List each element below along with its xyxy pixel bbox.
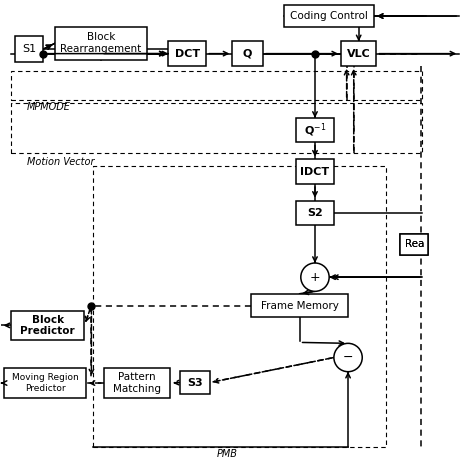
- Bar: [104, 368, 170, 398]
- Bar: [296, 201, 334, 225]
- Circle shape: [334, 343, 362, 372]
- Text: +: +: [310, 271, 320, 283]
- Text: Rea: Rea: [404, 239, 424, 249]
- Bar: [232, 41, 263, 66]
- Text: S3: S3: [187, 378, 203, 388]
- Bar: [251, 294, 348, 318]
- Bar: [15, 36, 43, 62]
- Text: Coding Control: Coding Control: [290, 11, 368, 21]
- Text: VLC: VLC: [347, 49, 371, 59]
- Bar: [296, 118, 334, 143]
- Text: −: −: [343, 351, 353, 364]
- Bar: [11, 311, 84, 340]
- Circle shape: [301, 263, 329, 292]
- Bar: [400, 234, 428, 255]
- Bar: [296, 159, 334, 184]
- Text: Motion Vector: Motion Vector: [27, 156, 94, 167]
- Bar: [4, 368, 86, 398]
- Bar: [11, 103, 422, 153]
- Text: Pattern
Matching: Pattern Matching: [113, 372, 161, 394]
- Text: IDCT: IDCT: [301, 167, 329, 177]
- Text: Frame Memory: Frame Memory: [261, 301, 338, 310]
- Bar: [93, 166, 386, 447]
- Text: S1: S1: [22, 44, 36, 54]
- Text: MPMODE: MPMODE: [27, 102, 71, 112]
- Text: Rea: Rea: [404, 239, 424, 249]
- Bar: [168, 41, 206, 66]
- Bar: [55, 27, 147, 60]
- Bar: [284, 5, 374, 27]
- Text: Block
Rearrangement: Block Rearrangement: [61, 32, 142, 54]
- Text: Q$^{-1}$: Q$^{-1}$: [304, 121, 326, 139]
- Bar: [180, 371, 210, 394]
- Text: DCT: DCT: [175, 49, 200, 59]
- Bar: [11, 71, 422, 100]
- Text: Block
Predictor: Block Predictor: [20, 315, 75, 336]
- Text: PMB: PMB: [217, 449, 238, 459]
- Bar: [341, 41, 376, 66]
- Text: S2: S2: [307, 208, 323, 218]
- Text: Moving Region
Predictor: Moving Region Predictor: [12, 374, 79, 393]
- Text: Q: Q: [243, 49, 252, 59]
- Bar: [400, 234, 428, 255]
